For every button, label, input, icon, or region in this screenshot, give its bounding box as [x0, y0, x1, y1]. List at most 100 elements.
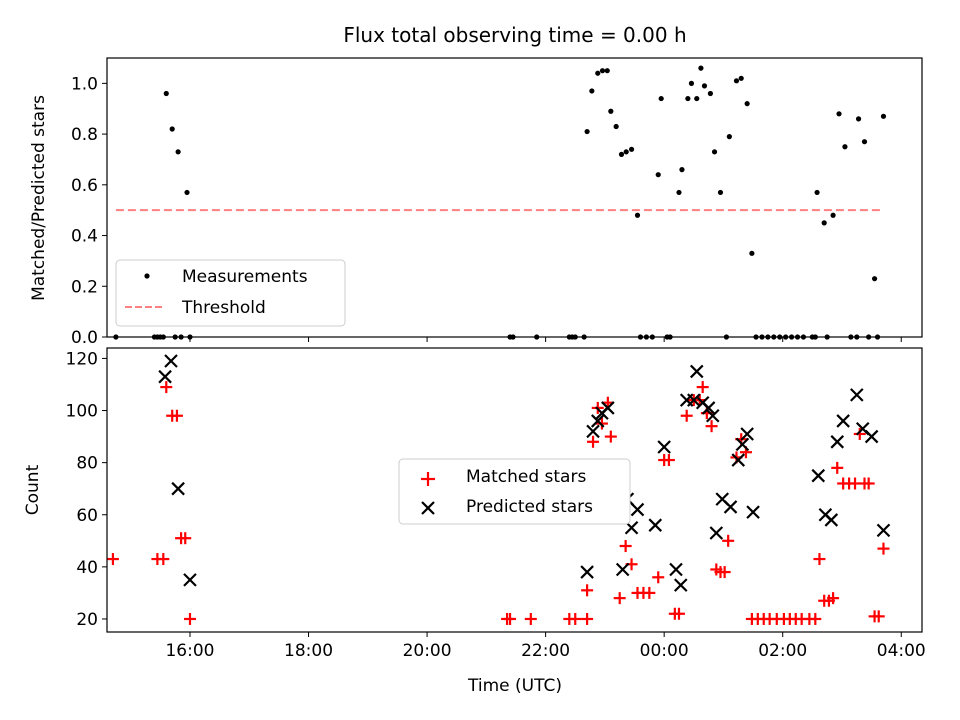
- legend-box: [398, 458, 631, 525]
- measurement-point: [184, 189, 190, 196]
- measurement-point: [738, 75, 744, 81]
- legend-matched-label: Matched stars: [466, 467, 586, 487]
- measurement-point: [821, 220, 827, 226]
- flux-ratio-y-axis-label: Matched/Predicted stars: [29, 95, 49, 301]
- measurement-point: [175, 149, 181, 155]
- measurement-point: [698, 65, 704, 71]
- matched-star-point: [696, 381, 709, 394]
- star-count-axes-frame: [106, 347, 923, 633]
- matched-star-point: [643, 586, 656, 599]
- x-stroke-b: [811, 468, 826, 483]
- x-stroke-b: [601, 401, 615, 415]
- flux-ratio-y-ticks: 0.0 0.2 0.4 0.6 0.8 1.0: [71, 74, 107, 348]
- x-stroke-b: [701, 401, 716, 415]
- x-stroke-b: [731, 453, 746, 467]
- predicted-star-point: [740, 427, 754, 441]
- matched-star-point: [581, 612, 594, 625]
- x-stroke-b: [864, 429, 879, 444]
- star-count-marks: [106, 354, 891, 625]
- legend-threshold-label: Threshold: [181, 298, 266, 318]
- matched-star-point: [672, 607, 685, 620]
- y-tick-label: 0.6: [71, 176, 98, 196]
- matched-star-point: [652, 571, 665, 584]
- x-tick-label: 16:00: [165, 641, 214, 661]
- x-stroke-b: [164, 354, 178, 368]
- predicted-star-point: [615, 562, 630, 577]
- x-stroke-b: [876, 523, 891, 538]
- x-stroke-b: [624, 521, 639, 535]
- matched-star-point: [613, 592, 626, 605]
- measurement-point: [694, 95, 700, 102]
- matched-star-point: [587, 435, 600, 448]
- star-count-x-axis-label: Time (UTC): [467, 676, 562, 696]
- predicted-star-point: [850, 388, 864, 402]
- matched-star-point: [662, 454, 675, 467]
- star-count-y-ticks: 20 40 60 80 100 120: [66, 349, 107, 630]
- x-stroke-b: [836, 414, 850, 428]
- predicted-star-point: [648, 518, 663, 532]
- star-count-y-axis-label: Count: [23, 464, 43, 515]
- legend-measurements-marker: [144, 273, 150, 279]
- x-tick-label: 20:00: [403, 641, 452, 661]
- predicted-star-point: [836, 414, 850, 428]
- flux-ratio-x-ticks: [189, 337, 902, 342]
- matched-star-point: [581, 584, 594, 597]
- matched-star-point: [877, 542, 890, 555]
- y-tick-label: 20: [76, 610, 98, 630]
- matched-star-point: [718, 566, 731, 579]
- star-count-x-ticks: 16:00 18:00 20:00 22:00 00:00 02:00 04:00: [165, 632, 926, 661]
- measurement-point: [749, 250, 755, 256]
- x-stroke-b: [687, 393, 701, 407]
- predicted-star-point: [158, 369, 172, 384]
- predicted-star-point: [723, 500, 738, 514]
- x-stroke-b: [740, 427, 754, 441]
- measurement-point: [169, 126, 175, 132]
- measurement-point: [717, 189, 724, 196]
- chart-title: Flux total observing time = 0.00 h: [343, 23, 686, 47]
- predicted-star-point: [811, 468, 826, 483]
- y-tick-label: 0.0: [71, 328, 98, 348]
- measurement-point: [701, 83, 708, 89]
- measurement-point: [589, 88, 595, 94]
- measurement-point: [814, 189, 820, 196]
- flux-ratio-panel: Flux total observing time = 0.00 h 0.0 0.…: [29, 23, 923, 348]
- legend-predicted-marker: [421, 501, 435, 515]
- legend-predicted-label: Predicted stars: [466, 497, 593, 517]
- matched-star-point: [862, 477, 875, 490]
- predicted-star-point: [731, 453, 746, 467]
- matched-star-point: [722, 534, 735, 547]
- x-tick-label: 00:00: [640, 641, 689, 661]
- predicted-star-point: [876, 523, 891, 538]
- measurement-point: [676, 189, 682, 196]
- x-stroke-b: [158, 369, 172, 384]
- measurement-point: [744, 101, 750, 107]
- x-stroke-b: [648, 518, 663, 532]
- x-stroke-b: [630, 502, 645, 517]
- predicted-star-point: [864, 429, 879, 444]
- flux-ratio-legend: Measurements Threshold: [115, 259, 346, 327]
- y-tick-label: 40: [76, 558, 98, 578]
- x-stroke-b: [746, 505, 760, 519]
- matched-star-point: [831, 461, 844, 474]
- matched-star-point: [504, 612, 517, 625]
- y-tick-label: 0.8: [71, 125, 98, 145]
- x-stroke-b: [830, 435, 845, 449]
- x-stroke-b: [591, 414, 605, 428]
- y-tick-label: 0.4: [71, 227, 98, 247]
- measurement-point: [163, 90, 169, 97]
- measurement-point: [658, 95, 664, 102]
- star-count-legend: Matched stars Predicted stars: [398, 458, 631, 525]
- measurement-point: [604, 68, 610, 74]
- measurement-point: [880, 113, 887, 119]
- measurement-point: [599, 68, 606, 74]
- x-stroke-b: [183, 573, 197, 587]
- x-stroke-b: [824, 513, 839, 527]
- measurement-point: [711, 149, 718, 155]
- x-stroke-b: [586, 424, 600, 439]
- predicted-star-point: [673, 578, 688, 592]
- measurement-point: [707, 90, 713, 97]
- legend-matched-marker: [421, 472, 435, 486]
- matched-star-point: [619, 540, 632, 553]
- y-tick-label: 120: [66, 349, 98, 369]
- matched-star-point: [604, 430, 617, 443]
